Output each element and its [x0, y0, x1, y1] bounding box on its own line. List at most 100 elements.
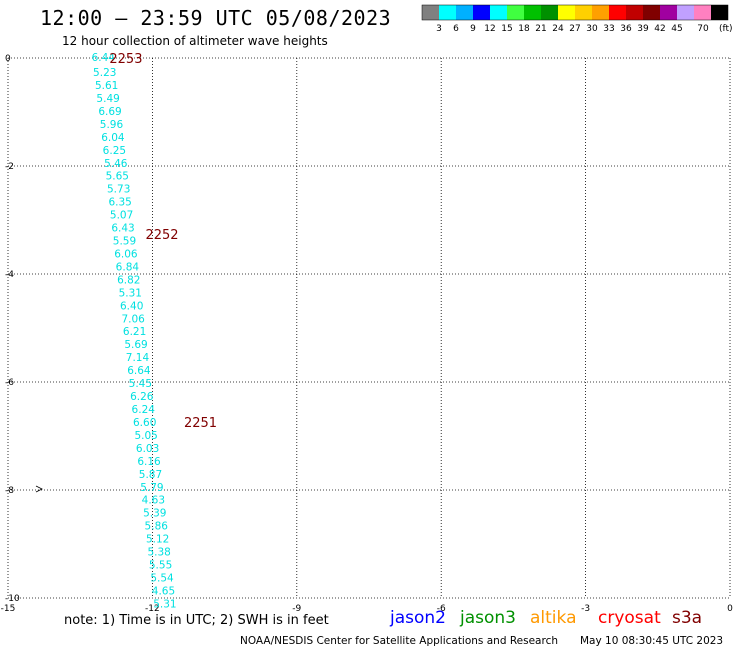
legend-tick-label: 21: [535, 24, 546, 34]
x-tick-label: -6: [437, 604, 446, 614]
wave-height-label: 5.73: [107, 184, 130, 196]
legend-tick-label: 27: [569, 24, 580, 34]
legend-swatch: [694, 5, 711, 20]
wave-height-label: 5.96: [100, 119, 124, 131]
legend-tick-label: 70: [697, 24, 709, 34]
wave-height-label: 5.69: [124, 339, 147, 351]
wave-height-label: 7.14: [126, 352, 150, 364]
pass-time-labels: 2253 2252 2251: [109, 52, 217, 431]
wave-height-label: 5.55: [149, 560, 172, 572]
legend-swatch: [609, 5, 626, 20]
wave-height-label: 4.65: [152, 585, 175, 597]
legend-tick-label: 12: [484, 24, 495, 34]
wave-height-label: 6.03: [136, 443, 159, 455]
wave-height-label: 6.25: [103, 145, 126, 157]
legend-swatch: [575, 5, 592, 20]
satellite-label-cryosat: cryosat: [598, 608, 661, 628]
wave-height-label: 6.24: [132, 404, 156, 416]
wave-height-label: 6.82: [117, 274, 140, 286]
legend-tick-label: 30: [586, 24, 598, 34]
wave-height-label: 4.63: [142, 495, 165, 507]
satellite-label-altika: altika: [530, 608, 577, 628]
legend-swatch: [558, 5, 575, 20]
chart-axes: 0 -2 -4 -6 -8 -10-15 -12 -9 -6 -3 0: [1, 54, 733, 614]
legend-swatch: [456, 5, 473, 20]
pass-time-label: 2251: [184, 416, 217, 431]
wave-height-label: 5.38: [147, 547, 170, 559]
x-tick-label: -9: [292, 604, 301, 614]
legend-swatch: [439, 5, 456, 20]
credit-text: NOAA/NESDIS Center for Satellite Applica…: [240, 635, 558, 647]
wave-height-label: 6.69: [98, 106, 121, 118]
wave-height-label: 5.31: [153, 598, 176, 610]
y-tick-label: -4: [5, 270, 14, 280]
wave-height-label: 5.61: [95, 80, 118, 92]
wave-height-label: 5.05: [134, 430, 157, 442]
wave-height-label: 5.46: [104, 158, 128, 170]
wave-height-label: 6.16: [137, 456, 161, 468]
pass-time-label: 2252: [145, 228, 178, 243]
x-tick-label: 0: [727, 604, 733, 614]
legend-tick-label: 36: [620, 24, 632, 34]
satellite-label-jason2: jason2: [390, 608, 446, 628]
wave-height-label: 5.79: [140, 482, 163, 494]
chart-title: 12:00 — 23:59 UTC 05/08/2023: [40, 6, 392, 30]
wave-height-label: 6.40: [120, 300, 143, 312]
satellite-label-s3a: s3a: [672, 608, 703, 628]
y-tick-label: -6: [5, 378, 14, 388]
legend-swatch: [677, 5, 694, 20]
x-tick-label: -12: [145, 604, 160, 614]
legend-tick-label: 39: [637, 24, 649, 34]
legend-swatch: [592, 5, 609, 20]
legend-swatch: [473, 5, 490, 20]
wave-height-label: 6.04: [101, 132, 125, 144]
wave-height-label: 5.12: [146, 534, 169, 546]
legend-tick-label: 33: [603, 24, 614, 34]
wave-height-label: 6.84: [116, 261, 140, 273]
units-note: note: 1) Time is in UTC; 2) SWH is in fe…: [64, 613, 329, 628]
legend-swatch: [507, 5, 524, 20]
legend-frame: [421, 4, 729, 21]
wave-height-label: 6.60: [133, 417, 156, 429]
wave-height-label: 5.23: [93, 67, 116, 79]
legend-swatch: [660, 5, 677, 20]
wave-height-label: 5.59: [113, 236, 136, 248]
legend-tick-label: 42: [654, 24, 665, 34]
wave-height-label: 6.43: [111, 223, 134, 235]
y-tick-label: -2: [5, 162, 14, 172]
wave-height-label: 6.06: [114, 248, 138, 260]
x-tick-label: -15: [1, 604, 16, 614]
chart-subtitle: 12 hour collection of altimeter wave hei…: [62, 34, 328, 48]
y-tick-label: 0: [5, 54, 11, 64]
satellite-label-jason3: jason3: [460, 608, 516, 628]
wave-height-label: 6.44: [92, 52, 116, 64]
legend-swatch: [643, 5, 660, 20]
timestamp-text: May 10 08:30:45 UTC 2023: [580, 635, 724, 647]
wave-height-label: 5.07: [110, 210, 133, 222]
legend-swatch: [711, 5, 728, 20]
legend-tick-label: 15: [501, 24, 512, 34]
legend-tick-label: 45: [671, 24, 682, 34]
y-tick-label: -8: [5, 486, 14, 496]
chart-grid: [7, 57, 731, 599]
legend-tick-label: 6: [453, 24, 459, 34]
wave-height-label: 5.54: [150, 572, 174, 584]
wave-height-label: 6.21: [123, 326, 146, 338]
wave-height-label: 5.87: [139, 469, 162, 481]
track-marker: [35, 485, 43, 493]
wave-height-label: 7.06: [121, 313, 145, 325]
legend-unit-label: (ft): [719, 24, 733, 34]
legend-swatch: [490, 5, 507, 20]
wave-height-label: 5.31: [119, 287, 142, 299]
legend-tick-label: 24: [552, 24, 564, 34]
wave-height-label: 5.86: [145, 521, 169, 533]
y-tick-label: -10: [5, 594, 20, 604]
wave-height-label: 5.65: [106, 171, 129, 183]
legend-swatch: [626, 5, 643, 20]
x-tick-label: -3: [581, 604, 590, 614]
pass-time-label: 2253: [109, 52, 142, 67]
legend-swatch: [524, 5, 541, 20]
legend-swatch: [541, 5, 558, 20]
